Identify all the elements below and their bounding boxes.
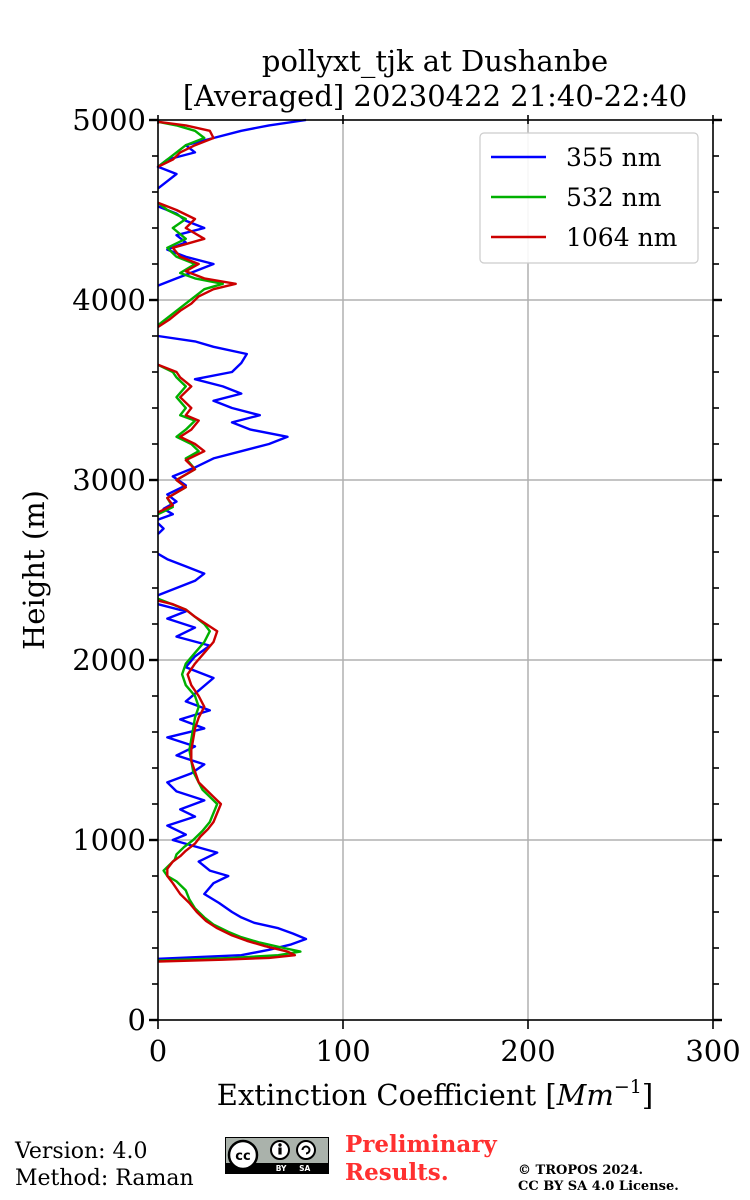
series-layer bbox=[156, 118, 308, 963]
legend-label: 355 nm bbox=[566, 143, 662, 172]
y-tick-label: 3000 bbox=[72, 463, 146, 497]
series-line-segment bbox=[157, 597, 302, 962]
preliminary-results-note: Preliminary Results. bbox=[345, 1131, 497, 1187]
y-tick-label: 5000 bbox=[72, 103, 146, 137]
x-axis-label-exponent: −1 bbox=[614, 1076, 642, 1098]
legend-box bbox=[479, 132, 699, 264]
copyright-note: © TROPOS 2024. CC BY SA 4.0 License. bbox=[518, 1163, 679, 1195]
series-line-segment bbox=[157, 522, 165, 535]
legend-label: 1064 nm bbox=[566, 223, 678, 252]
x-tick-label: 200 bbox=[500, 1034, 555, 1068]
series-line-segment bbox=[157, 201, 237, 329]
series-532-nm bbox=[157, 120, 302, 962]
chart: pollyxt_tjk at Dushanbe [Averaged] 20230… bbox=[17, 44, 741, 1112]
copyright-line2: CC BY SA 4.0 License. bbox=[518, 1179, 679, 1194]
x-tick-label: 100 bbox=[315, 1034, 370, 1068]
chart-title-line2: [Averaged] 20230422 21:40-22:40 bbox=[183, 79, 687, 113]
x-axis-label: Extinction Coefficient [Mm−1] bbox=[217, 1076, 653, 1112]
x-axis-label-text: Extinction Coefficient [ bbox=[217, 1078, 557, 1112]
x-tick-label: 300 bbox=[685, 1034, 740, 1068]
y-tick-label: 2000 bbox=[72, 643, 146, 677]
legend: 355 nm 532 nm 1064 nm bbox=[479, 132, 699, 264]
y-tick-label: 4000 bbox=[72, 283, 146, 317]
series-line-segment bbox=[157, 120, 215, 168]
series-line-segment bbox=[157, 201, 224, 327]
series-line-segment bbox=[157, 599, 297, 963]
svg-text:cc: cc bbox=[235, 1149, 250, 1164]
preliminary-line1: Preliminary bbox=[345, 1131, 497, 1158]
method-text: Method: Raman bbox=[15, 1166, 194, 1191]
footer-info: Version: 4.0 Method: Raman bbox=[15, 1138, 194, 1192]
x-axis-label-close: ] bbox=[642, 1078, 653, 1112]
version-text: Version: 4.0 bbox=[15, 1139, 148, 1164]
series-1064-nm bbox=[157, 120, 297, 963]
x-tick-label: 0 bbox=[149, 1034, 167, 1068]
cc-license-text: BY SA bbox=[276, 1164, 311, 1173]
chart-title-line1: pollyxt_tjk at Dushanbe bbox=[262, 44, 608, 79]
plot-frame bbox=[157, 119, 714, 1021]
x-axis-label-unit: Mm bbox=[556, 1078, 614, 1112]
series-line-segment bbox=[157, 363, 206, 514]
grid bbox=[158, 120, 713, 1020]
series-line-segment bbox=[157, 603, 308, 960]
cc-license-logo: cc BY SA bbox=[225, 1137, 329, 1174]
y-tick-label: 1000 bbox=[72, 823, 146, 857]
preliminary-line2: Results. bbox=[345, 1159, 449, 1186]
copyright-line1: © TROPOS 2024. bbox=[518, 1163, 644, 1178]
series-line-segment bbox=[157, 120, 206, 168]
series-line-segment bbox=[157, 552, 206, 597]
y-axis-label: Height (m) bbox=[17, 490, 51, 650]
series-line-segment bbox=[156, 118, 307, 190]
legend-label: 532 nm bbox=[566, 183, 662, 212]
series-line-segment bbox=[157, 334, 289, 521]
y-tick-label: 0 bbox=[128, 1003, 146, 1037]
